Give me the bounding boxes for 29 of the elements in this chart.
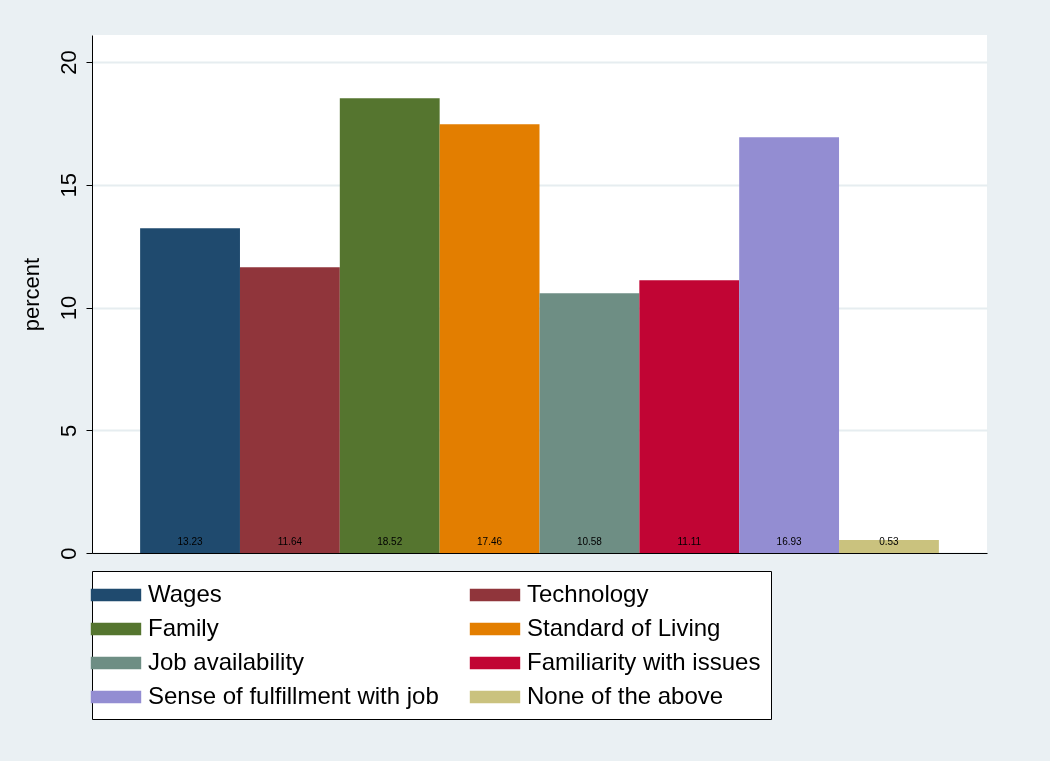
data-label: 11.64 xyxy=(277,536,303,547)
legend-label: Standard of Living xyxy=(527,614,721,641)
legend-label: Technology xyxy=(527,580,649,607)
bar xyxy=(839,539,939,553)
y-axis-title: percent xyxy=(18,257,44,332)
bar xyxy=(439,124,540,553)
legend-label: Job availability xyxy=(148,648,305,675)
bar xyxy=(639,280,740,553)
bar xyxy=(140,228,240,553)
bar xyxy=(339,98,440,553)
y-tick-label: 15 xyxy=(55,173,81,198)
data-label: 18.52 xyxy=(377,536,403,547)
data-label: 17.46 xyxy=(477,536,503,547)
data-label: 13.23 xyxy=(177,536,203,547)
y-tick-label: 0 xyxy=(55,547,81,560)
bar xyxy=(739,137,840,553)
legend-label: Family xyxy=(148,614,219,641)
y-tick-label: 10 xyxy=(55,295,81,321)
data-label: 10.58 xyxy=(576,536,603,547)
bar xyxy=(539,293,640,553)
data-label: 16.93 xyxy=(776,536,803,547)
legend-label: Wages xyxy=(148,580,222,607)
legend-label: None of the above xyxy=(527,682,724,709)
y-tick-label: 5 xyxy=(55,424,81,437)
legend-label: Sense of fulfillment with job xyxy=(148,682,439,709)
legend-label: Familiarity with issues xyxy=(527,648,761,675)
y-tick-label: 20 xyxy=(55,50,81,75)
data-label: 11.11 xyxy=(677,536,702,547)
bar xyxy=(239,267,340,553)
